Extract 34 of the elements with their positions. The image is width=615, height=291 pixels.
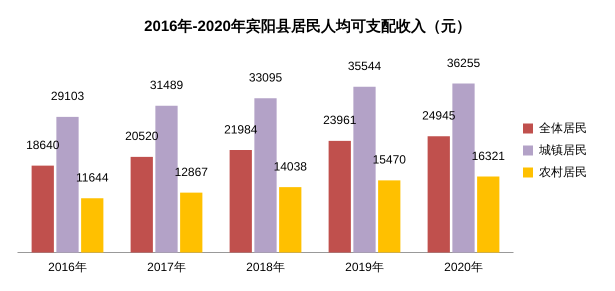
bar [378, 180, 400, 253]
bar [428, 136, 450, 253]
data-label: 31489 [150, 78, 184, 92]
x-tick-label: 2018年 [246, 260, 285, 274]
data-label: 15470 [372, 152, 406, 167]
data-label: 21984 [224, 122, 258, 136]
data-label: 11644 [76, 170, 109, 185]
data-label: 23961 [323, 113, 357, 128]
x-tick-label: 2020年 [444, 260, 483, 274]
bar [130, 156, 153, 253]
legend-label: 农村居民 [539, 164, 587, 179]
data-label: 14038 [274, 159, 308, 174]
data-label: 33095 [248, 70, 283, 85]
legend-label: 全体居民 [539, 120, 587, 135]
bar [32, 166, 54, 253]
data-label: 24945 [422, 108, 456, 123]
x-tick-label: 2017年 [147, 260, 186, 274]
data-label: 36255 [446, 56, 481, 70]
x-tick-label: 2016年 [48, 260, 87, 274]
data-label: 12867 [174, 164, 208, 179]
data-label: 35544 [348, 59, 382, 74]
bar [180, 192, 202, 253]
bar [477, 176, 500, 253]
bar [230, 150, 252, 253]
data-label: 20520 [125, 129, 159, 144]
data-label: 29103 [50, 89, 85, 104]
legend-label: 城镇居民 [538, 142, 587, 157]
x-tick-label: 2019年 [345, 260, 384, 274]
bar [81, 198, 104, 253]
data-label: 16321 [472, 148, 506, 163]
bar [279, 187, 302, 253]
chart-title: 2016年-2020年宾阳县居民人均可支配收入（元） [144, 17, 471, 36]
data-label: 18640 [26, 138, 60, 152]
bar [328, 140, 351, 253]
